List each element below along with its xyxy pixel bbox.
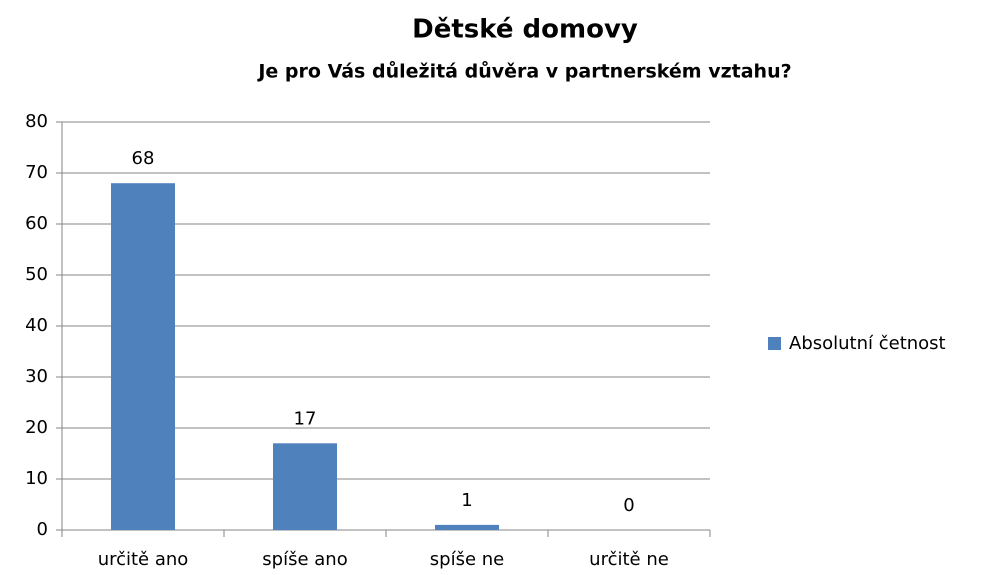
y-tick-label: 80 [25, 111, 48, 132]
y-tick-label: 20 [25, 417, 48, 438]
y-tick-label: 10 [25, 468, 48, 489]
chart-title: Dětské domovy [412, 15, 638, 45]
bar [111, 183, 175, 530]
y-tick-label: 60 [25, 213, 48, 234]
y-tick-label: 70 [25, 162, 48, 183]
x-tick-label: určitě ne [589, 549, 669, 570]
x-tick-label: spíše ne [430, 549, 504, 570]
chart-subtitle: Je pro Vás důležitá důvěra v partnerském… [256, 60, 791, 83]
data-label: 1 [461, 490, 472, 511]
data-label: 17 [294, 408, 317, 429]
x-tick-label: spíše ano [262, 549, 347, 570]
x-tick-label: určitě ano [98, 549, 189, 570]
bar [273, 443, 337, 530]
bar [435, 524, 499, 530]
y-tick-label: 50 [25, 264, 48, 285]
y-tick-label: 30 [25, 366, 48, 387]
legend-label: Absolutní četnost [789, 333, 946, 354]
legend-swatch [768, 337, 781, 350]
y-tick-label: 0 [37, 519, 48, 540]
data-label: 68 [132, 148, 155, 169]
y-tick-label: 40 [25, 315, 48, 336]
data-label: 0 [623, 495, 634, 516]
